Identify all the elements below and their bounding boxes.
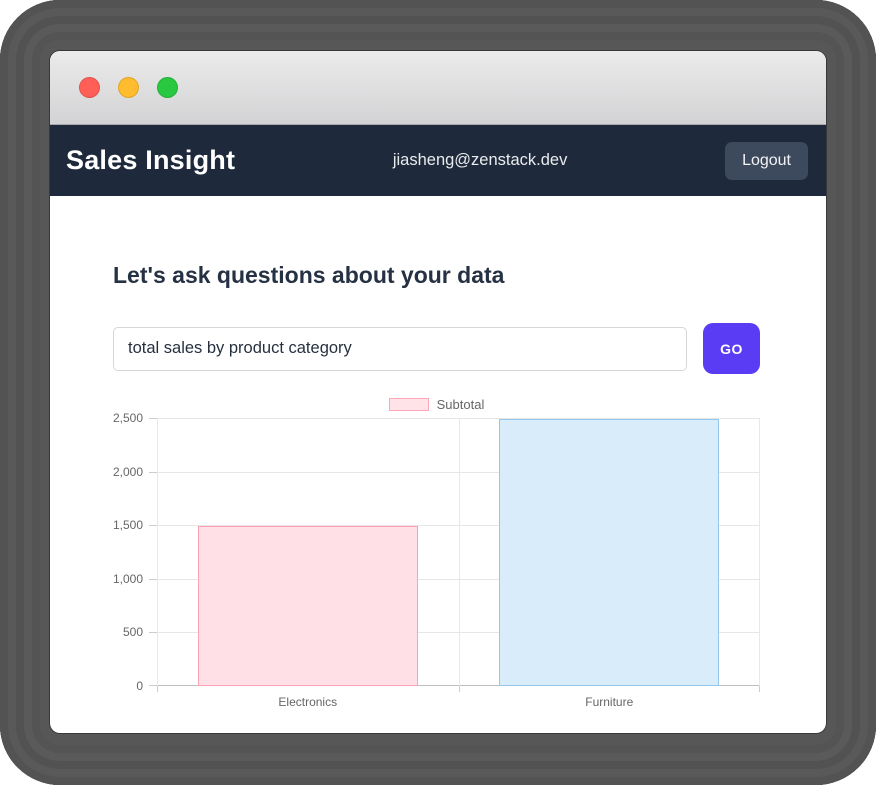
x-axis-label: Electronics [278,695,338,709]
y-tick [149,632,157,634]
page-heading: Let's ask questions about your data [113,262,505,288]
x-tick [458,686,460,692]
y-axis: 0 500 1,000 1,500 2,000 2,500 [112,411,157,693]
y-tick-label: 1,500 [112,518,143,533]
chart-plot [157,418,760,692]
x-tick [759,686,760,692]
app-title: Sales Insight [66,145,236,175]
zoom-button[interactable] [157,77,178,98]
app-header: Sales Insight jiasheng@zenstack.dev Logo… [50,125,826,196]
y-tick-label: 2,500 [112,411,143,425]
go-button[interactable]: GO [703,323,760,374]
y-tick [149,418,157,419]
y-tick-label: 0 [136,679,143,693]
main-content: Let's ask questions about your data GO S… [50,196,826,733]
query-input[interactable] [113,326,687,371]
window-titlebar[interactable] [50,51,826,125]
y-tick [149,525,157,527]
query-row: GO [113,323,760,374]
chart-legend[interactable]: Subtotal [113,395,760,413]
bar-chart: Subtotal 0 500 1,000 1,500 2,000 2,500 Electr… [113,395,760,709]
x-tick [157,686,158,692]
user-email: jiasheng@zenstack.dev [392,151,568,169]
y-tick [149,471,157,473]
legend-swatch [388,397,429,411]
y-tick [149,578,157,580]
bar-electronics[interactable] [197,526,418,686]
y-tick-label: 2,000 [112,464,143,479]
gridline [157,418,158,686]
plot-row: 0 500 1,000 1,500 2,000 2,500 [112,411,760,693]
y-tick-label: 500 [122,625,143,640]
bar-furniture[interactable] [499,419,720,686]
logout-button[interactable]: Logout [725,141,808,180]
x-axis-label: Furniture [585,695,634,709]
y-tick [149,685,157,686]
y-tick-label: 1,000 [112,571,143,586]
close-button[interactable] [79,77,100,98]
gridline [759,418,760,686]
gridline [458,418,460,686]
browser-window: Sales Insight jiasheng@zenstack.dev Logo… [50,51,826,733]
minimize-button[interactable] [118,77,139,98]
x-axis-labels: Electronics Furniture [157,695,760,709]
legend-label: Subtotal [436,396,485,412]
